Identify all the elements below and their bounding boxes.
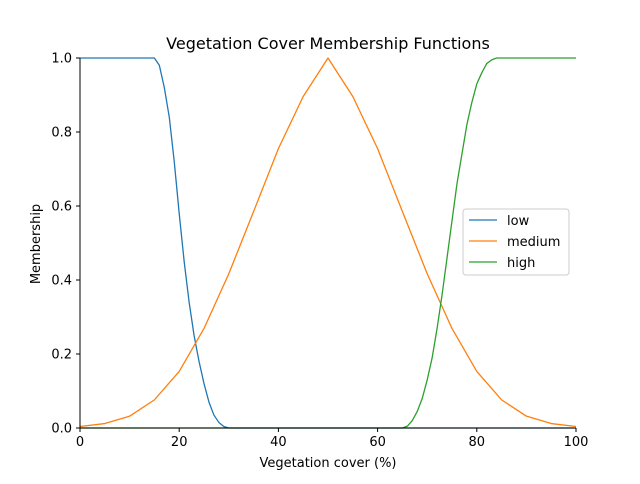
y-tick-label: 1.0 (51, 52, 72, 67)
legend-item-high: high (469, 256, 535, 271)
y-tick-label: 0.2 (51, 348, 72, 363)
x-tick-label: 20 (171, 435, 188, 450)
legend-item-low: low (469, 214, 530, 229)
legend-box (462, 208, 570, 276)
x-tick-label: 40 (270, 435, 287, 450)
legend-label: medium (507, 235, 560, 250)
legend-label: low (507, 214, 530, 229)
x-tick-label: 100 (564, 435, 589, 450)
y-tick-label: 0.4 (51, 274, 72, 289)
y-axis-ticks: 0.0 0.2 0.4 0.6 0.8 1.0 (51, 52, 80, 437)
x-axis-ticks: 0 20 40 60 80 100 (76, 428, 589, 450)
series-line-low (80, 57, 576, 429)
chart-title: Vegetation Cover Membership Functions (166, 34, 490, 53)
y-tick-label: 0.0 (51, 422, 72, 437)
x-tick-label: 60 (369, 435, 386, 450)
x-tick-label: 80 (469, 435, 486, 450)
legend-label: high (507, 256, 535, 271)
y-tick-label: 0.8 (51, 126, 72, 141)
x-tick-label: 0 (76, 435, 84, 450)
legend-item-medium: medium (469, 235, 560, 250)
series-line-medium (79, 57, 577, 428)
series-line-high (80, 57, 576, 429)
x-axis-label: Vegetation cover (%) (260, 456, 397, 471)
y-tick-label: 0.6 (51, 200, 72, 215)
y-axis-label: Membership (29, 204, 44, 284)
plot-lines (79, 57, 577, 429)
axes (79, 58, 576, 429)
legend: low medium high (462, 208, 570, 276)
